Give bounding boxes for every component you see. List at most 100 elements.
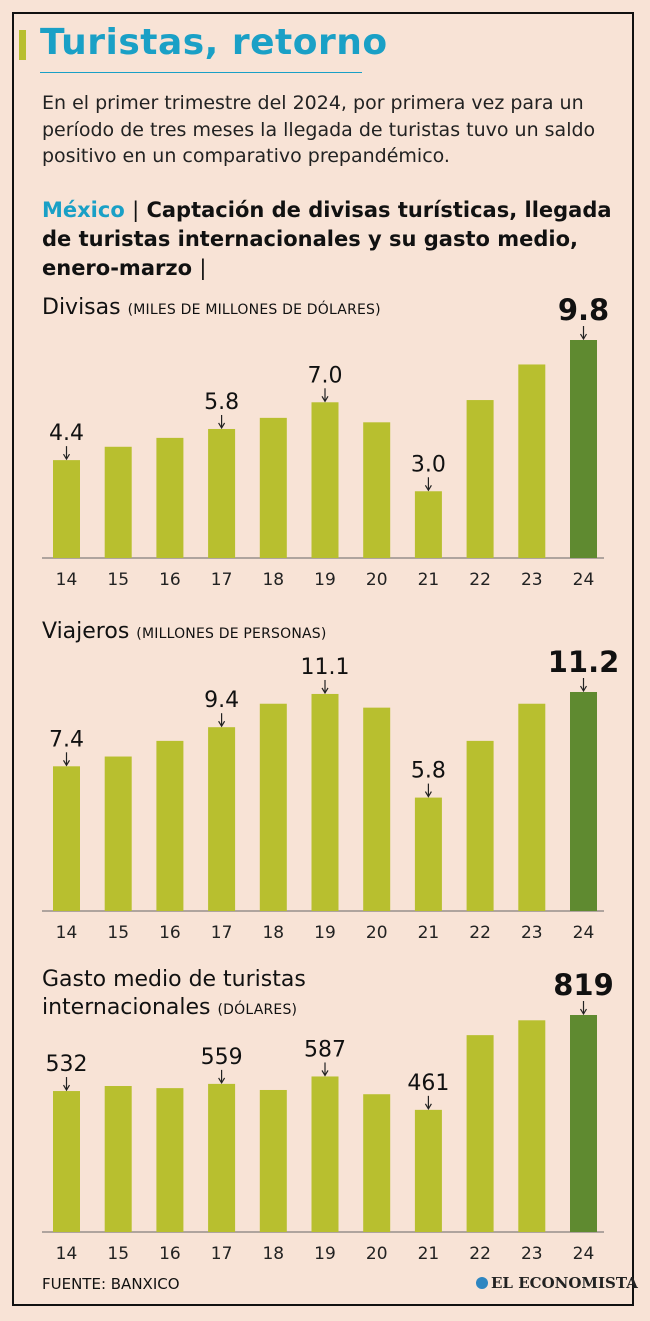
x-tick-label: 15 [107,923,129,943]
bar-21 [414,491,442,558]
label-pointer-head [62,453,71,461]
x-tick-label: 20 [366,570,388,590]
x-tick-label: 20 [366,923,388,943]
frame-border [12,12,634,1306]
bar-14 [53,460,80,558]
x-tick-label: 18 [262,1244,284,1264]
chart-unit: (MILES DE MILLONES DE DÓLARES) [127,302,381,318]
bar-17 [208,428,236,558]
x-tick-label: 14 [56,1244,78,1264]
data-label: 819 [553,968,614,1002]
chart-title-text: Viajeros [42,619,130,644]
data-label: 4.4 [49,421,84,446]
bar-16 [156,437,184,558]
bar-23 [518,364,546,558]
data-label: 5.8 [411,759,446,784]
bar-22 [466,400,494,558]
x-tick-label: 16 [159,923,181,943]
bar-16 [156,1088,184,1232]
bar-16 [156,740,184,911]
chart-title-divisas: Divisas (MILES DE MILLONES DE DÓLARES) [42,294,482,324]
chart-divisas: 14 15 16 17 18 19 20 21 22 23 24 4.4 5.8 7.0 3.0 9.8 [42,293,609,590]
chart-title-gasto: Gasto medio de turistas internacionales … [42,966,342,1024]
x-tick-label: 15 [107,1244,129,1264]
bar-18 [259,1089,287,1232]
bar-22 [466,740,494,911]
x-tick-label: 14 [56,570,78,590]
x-tick-label: 16 [159,570,181,590]
x-tick-label: 24 [573,570,595,590]
bar-19 [311,1076,339,1232]
bar-21 [414,797,442,911]
bar-19 [311,402,339,558]
label-pointer-head [424,791,432,798]
chart-title-text: Divisas [42,295,121,320]
label-pointer-head [321,395,329,403]
x-tick-label: 22 [469,923,491,943]
bar-23 [518,703,546,911]
data-label: 3.0 [411,452,446,477]
x-tick-label: 16 [159,1244,181,1264]
x-tick-label: 23 [521,923,543,943]
label-pointer-head [579,333,588,341]
heading-end-separator: | [199,256,207,280]
data-label: 5.8 [204,390,239,415]
bar-17 [208,1083,236,1232]
bar-20 [363,422,391,558]
data-label: 532 [46,1052,88,1077]
bar-20 [363,707,391,911]
label-pointer-head [321,687,329,695]
bar-15 [104,446,132,558]
x-tick-label: 21 [418,923,440,943]
label-pointer-head [218,720,226,728]
chart-title-viajeros: Viajeros (MILLONES DE PERSONAS) [42,618,482,648]
x-tick-label: 24 [573,1244,595,1264]
label-pointer-head [62,759,71,767]
brand-logo: EL ECONOMISTA [476,1274,638,1292]
label-pointer-head [424,484,432,492]
x-tick-label: 14 [56,923,78,943]
label-pointer-head [62,1084,71,1092]
data-label: 9.4 [204,688,239,713]
x-tick-label: 21 [418,1244,440,1264]
bar-23 [518,1020,546,1232]
charts-heading: México | Captación de divisas turísticas… [42,196,622,283]
chart-unit: (DÓLARES) [217,1002,298,1018]
heading-country: México [42,198,125,222]
heading-separator: | [132,198,140,222]
x-tick-label: 19 [314,1244,336,1264]
bar-20 [363,1094,391,1232]
data-label: 587 [304,1037,346,1062]
label-pointer-head [321,1070,329,1077]
x-tick-label: 18 [262,570,284,590]
data-label: 7.4 [49,727,84,752]
data-label: 7.0 [308,363,343,388]
label-pointer-head [579,1008,588,1016]
x-tick-label: 17 [211,923,233,943]
x-tick-label: 17 [211,570,233,590]
bar-24 [570,1015,597,1232]
data-label: 11.2 [548,645,620,679]
bar-19 [311,693,339,911]
heading-text: Captación de divisas turísticas, llegada… [42,198,612,280]
x-tick-label: 20 [366,1244,388,1264]
bar-14 [53,766,80,911]
page-title: Turistas, retorno [40,22,388,63]
x-tick-label: 23 [521,1244,543,1264]
bar-18 [259,417,287,558]
title-underline [40,72,362,73]
title-accent-bar [19,30,26,60]
label-pointer-head [218,1077,226,1085]
x-tick-label: 18 [262,923,284,943]
bar-18 [259,703,287,911]
label-pointer-head [424,1103,432,1111]
x-tick-label: 17 [211,1244,233,1264]
bar-24 [570,692,597,911]
brand-name: EL ECONOMISTA [491,1274,638,1292]
source-note: FUENTE: BANXICO [42,1275,180,1293]
x-tick-label: 22 [469,570,491,590]
chart-title-text: Gasto medio de turistas internacionales [42,967,306,1020]
bar-24 [570,340,597,558]
chart-unit: (MILLONES DE PERSONAS) [136,626,327,642]
data-label: 461 [407,1071,449,1096]
